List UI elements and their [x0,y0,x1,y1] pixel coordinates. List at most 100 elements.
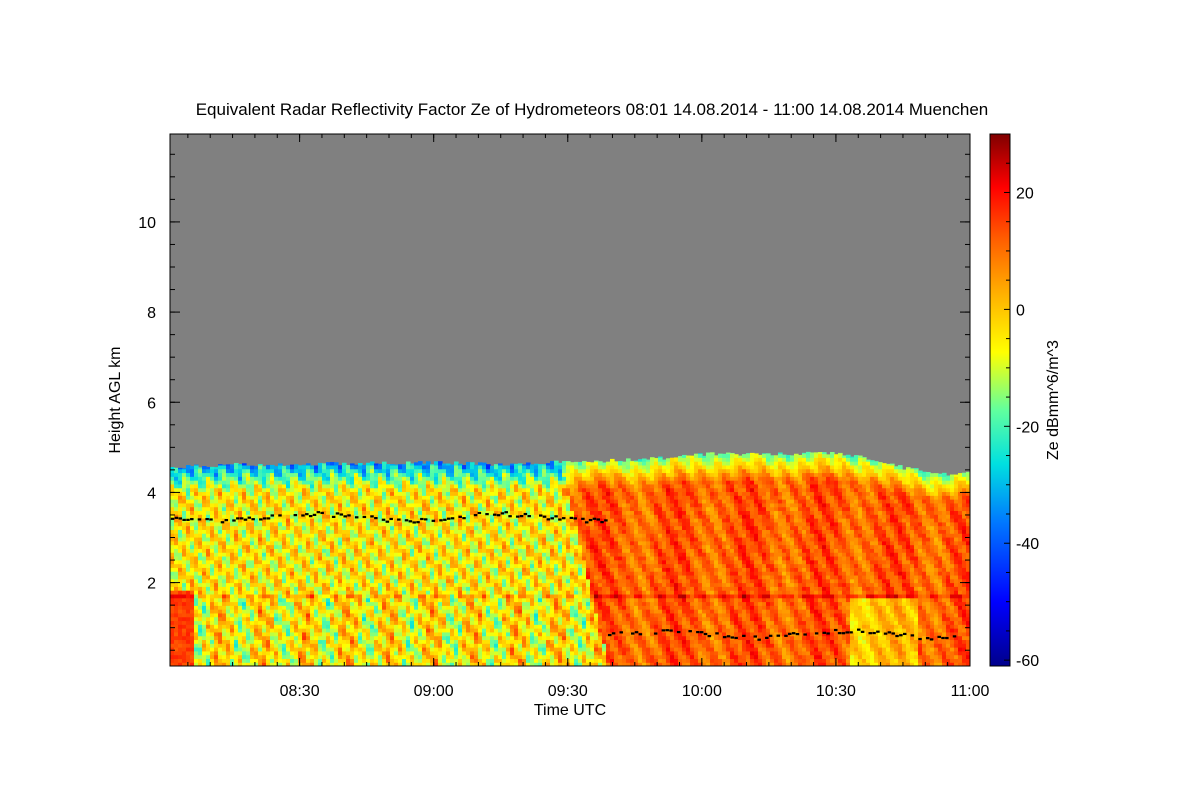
heatmap-cell [310,525,315,530]
heatmap-cell [398,468,403,474]
heatmap-cell [450,464,455,466]
heatmap-cell [198,639,203,644]
heatmap-cell [358,574,363,580]
heatmap-cell [434,616,439,622]
heatmap-cell [278,605,283,610]
heatmap-cell [202,582,207,587]
heatmap-cell [294,521,299,527]
heatmap-cell [186,605,191,610]
heatmap-cell [478,620,483,625]
heatmap-cell [390,631,395,637]
heatmap-cell [270,582,275,587]
heatmap-cell [242,544,247,549]
heatmap-cell [446,529,451,534]
heatmap-cell [450,662,455,666]
heatmap-cell [238,464,243,470]
heatmap-cell [258,544,263,549]
heatmap-cell [402,548,407,553]
heatmap-cell [510,472,515,477]
heatmap-cell [178,468,183,474]
heatmap-cell [226,468,231,474]
heatmap-cell [418,525,423,530]
heatmap-cell [258,593,263,599]
heatmap-cell [470,544,475,549]
heatmap-cell [522,499,527,504]
heatmap-cell [482,574,487,580]
heatmap-cell [262,552,267,557]
heatmap-cell [266,555,271,561]
heatmap-cell [198,563,203,568]
heatmap-cell [494,468,499,474]
heatmap-cell [198,597,203,603]
heatmap-cell [246,548,251,553]
heatmap-cell [326,643,331,648]
heatmap-cell [186,650,191,656]
heatmap-cell [246,491,251,496]
heatmap-cell [470,495,475,500]
heatmap-cell [170,544,175,549]
heatmap-cell [414,514,419,519]
heatmap-cell [498,563,503,568]
heatmap-cell [438,563,443,568]
heatmap-cell [502,597,507,603]
heatmap-cell [250,586,255,591]
heatmap-cell [362,578,367,584]
heatmap-cell [410,548,415,553]
heatmap-cell [442,578,447,584]
heatmap-cell [198,643,203,648]
heatmap-cell [442,571,447,576]
heatmap-cell [350,647,355,652]
heatmap-cell [458,658,463,663]
heatmap-cell [326,635,331,641]
heatmap-cell [398,590,403,595]
heatmap-cell [490,521,495,527]
heatmap-cell [386,476,391,481]
heatmap-cell [486,620,491,625]
heatmap-cell [190,590,195,595]
heatmap-cell [238,616,243,622]
heatmap-cell [298,586,303,591]
heatmap-cell [266,620,271,625]
heatmap-cell [234,506,239,512]
heatmap-cell [362,555,367,561]
heatmap-cell [314,555,319,561]
heatmap-cell [522,464,527,466]
heatmap-cell [506,502,511,508]
heatmap-cell [386,529,391,534]
heatmap-cell [218,544,223,549]
heatmap-cell [318,468,323,474]
heatmap-cell [246,487,251,493]
heatmap-cell [218,624,223,629]
heatmap-cell [526,464,531,470]
heatmap-cell [334,647,339,652]
heatmap-cell [250,480,255,485]
heatmap-cell [494,472,499,477]
heatmap-cell [198,620,203,625]
heatmap-cell [318,462,323,466]
heatmap-cell [274,647,279,652]
heatmap-cell [266,521,271,527]
heatmap-cell [290,643,295,648]
heatmap-cell [222,483,227,489]
heatmap-cell [346,567,351,572]
heatmap-cell [242,548,247,553]
heatmap-cell [418,567,423,572]
heatmap-cell [538,590,543,595]
heatmap-cell [282,510,287,515]
heatmap-cell [170,467,175,470]
heatmap-cell [258,464,263,466]
heatmap-cell [450,480,455,485]
heatmap-cell [442,567,447,572]
heatmap-cell [382,609,387,614]
heatmap-cell [378,555,383,561]
heatmap-cell [358,548,363,553]
heatmap-cell [402,609,407,614]
heatmap-cell [406,521,411,527]
heatmap-cell [506,582,511,587]
heatmap-cell [470,624,475,629]
heatmap-cell [350,533,355,538]
heatmap-cell [506,476,511,481]
heatmap-cell [286,643,291,648]
heatmap-cell [174,483,179,489]
heatmap-cell [450,506,455,512]
